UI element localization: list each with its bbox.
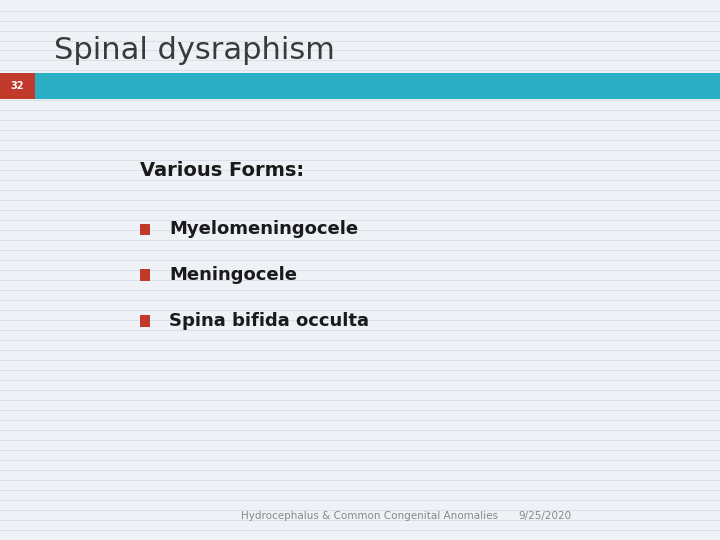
Bar xyxy=(140,269,150,281)
Text: Spinal dysraphism: Spinal dysraphism xyxy=(54,36,335,65)
Bar xyxy=(0,73,35,99)
Text: 32: 32 xyxy=(11,82,24,91)
Bar xyxy=(35,73,720,99)
Text: Spina bifida occulta: Spina bifida occulta xyxy=(169,312,369,330)
Text: Various Forms:: Various Forms: xyxy=(140,160,305,180)
Bar xyxy=(140,315,150,327)
Text: 9/25/2020: 9/25/2020 xyxy=(518,511,572,521)
Text: Hydrocephalus & Common Congenital Anomalies: Hydrocephalus & Common Congenital Anomal… xyxy=(241,511,498,521)
Bar xyxy=(140,224,150,235)
Text: Myelomeningocele: Myelomeningocele xyxy=(169,220,359,239)
Text: Meningocele: Meningocele xyxy=(169,266,297,285)
